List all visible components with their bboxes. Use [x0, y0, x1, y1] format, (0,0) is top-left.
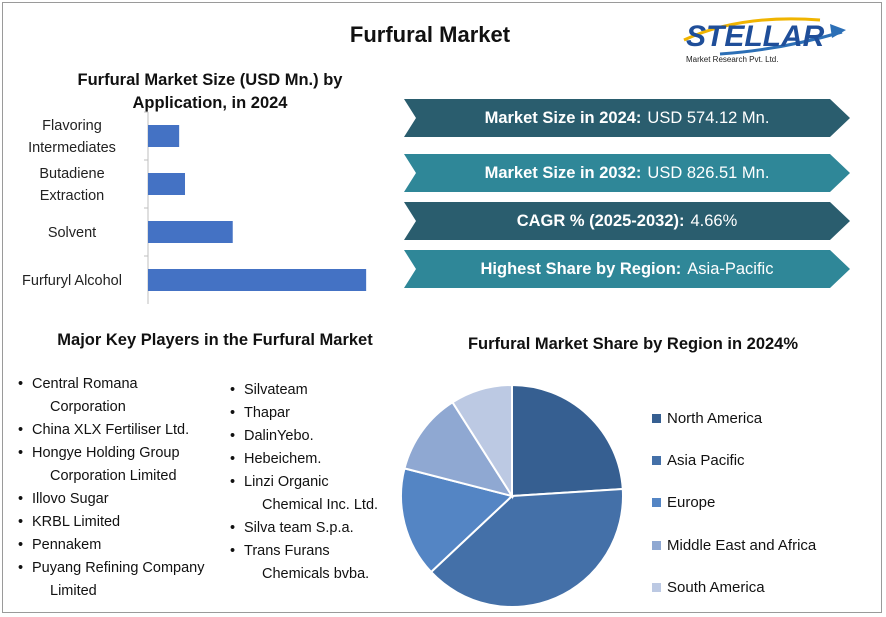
legend-item: North America: [652, 397, 816, 439]
key-player-item: Silvateam: [230, 379, 378, 402]
key-players-title: Major Key Players in the Furfural Market: [57, 331, 373, 349]
bar-category-label: Flavoring Intermediates: [28, 118, 116, 156]
banner-market-size-2024: Market Size in 2024: USD 574.12 Mn.: [404, 99, 850, 137]
legend-swatch: [652, 413, 661, 423]
region-pie-chart: [400, 383, 624, 608]
pie-slice-north-america: [511, 383, 624, 498]
bar-chart-title: Furfural Market Size (USD Mn.) by Applic…: [77, 71, 343, 112]
bar-butadiene-extraction: [148, 173, 186, 195]
legend-label: North America: [667, 409, 763, 427]
key-player-item: DalinYebo.: [230, 425, 378, 448]
application-bar-chart: Flavoring Intermediates Butadiene Extractio…: [22, 111, 367, 304]
legend-swatch: [652, 540, 661, 550]
key-players-list-2: SilvateamThaparDalinYebo.Hebeichem.Linzi…: [230, 379, 378, 586]
key-player-item: KRBL Limited: [18, 511, 205, 534]
pie-slice-middle-east-and-africa: [403, 400, 515, 498]
legend-swatch: [652, 456, 661, 466]
key-player-item: China XLX Fertiliser Ltd.: [18, 419, 205, 442]
bar-category-label: Solvent: [48, 225, 96, 241]
key-players-list-1: Central RomanaCorporationChina XLX Ferti…: [18, 373, 205, 603]
key-player-item: Thapar: [230, 402, 378, 425]
pie-chart-title: Furfural Market Share by Region in 2024%: [467, 335, 799, 353]
legend-label: Asia Pacific: [667, 452, 745, 470]
banner-value: USD 574.12 Mn.: [647, 108, 770, 127]
key-player-item: Illovo Sugar: [18, 488, 205, 511]
banner-value: Asia-Pacific: [687, 259, 774, 278]
key-player-item: Hebeichem.: [230, 448, 378, 471]
banner-shape: [404, 99, 850, 137]
bar-solvent: [148, 221, 233, 243]
pie-slice-europe: [400, 467, 515, 574]
legend-label: Middle East and Africa: [667, 536, 817, 554]
banner-shape: [404, 202, 850, 240]
banner-label: Highest Share by Region:: [480, 259, 682, 278]
pie-legend: North America Asia Pacific Europe Middle Ea…: [652, 397, 816, 609]
logo-tagline: Market Research Pvt. Ltd.: [686, 55, 778, 64]
legend-label: South America: [667, 579, 765, 597]
banner-market-size-2032: Market Size in 2032: USD 826.51 Mn.: [404, 154, 850, 192]
banner-value: 4.66%: [690, 211, 738, 230]
legend-swatch: [652, 498, 661, 508]
logo-wordmark: STELLAR: [686, 20, 825, 53]
banner-shape: [404, 250, 850, 288]
legend-item: Europe: [652, 482, 816, 524]
banner-label: CAGR % (2025-2032):: [516, 211, 685, 230]
pie-slice-south-america: [451, 383, 513, 500]
legend-item: Asia Pacific: [652, 439, 816, 481]
key-player-item: Pennakem: [18, 534, 205, 557]
pie-slice-asia-pacific: [429, 487, 624, 608]
bar-category-label: Butadiene Extraction: [39, 166, 104, 204]
key-player-item: Silva team S.p.a.: [230, 517, 378, 540]
stellar-logo: STELLAR Market Research Pvt. Ltd.: [680, 10, 860, 70]
legend-item: Middle East and Africa: [652, 524, 816, 566]
page-title: Furfural Market: [349, 22, 511, 47]
bar-flavoring-intermediates: [148, 125, 180, 147]
legend-swatch: [652, 583, 661, 593]
banner-label: Market Size in 2032:: [484, 163, 642, 182]
banner-value: USD 826.51 Mn.: [647, 163, 770, 182]
bar-category-label: Furfuryl Alcohol: [22, 273, 122, 289]
legend-label: Europe: [667, 494, 716, 512]
bar-furfuryl-alcohol: [148, 269, 367, 291]
banner-cagr: CAGR % (2025-2032): 4.66%: [404, 202, 850, 240]
banner-highest-share: Highest Share by Region: Asia-Pacific: [404, 250, 850, 288]
legend-item: South America: [652, 567, 816, 609]
banner-label: Market Size in 2024:: [484, 108, 642, 127]
banner-shape: [404, 154, 850, 192]
